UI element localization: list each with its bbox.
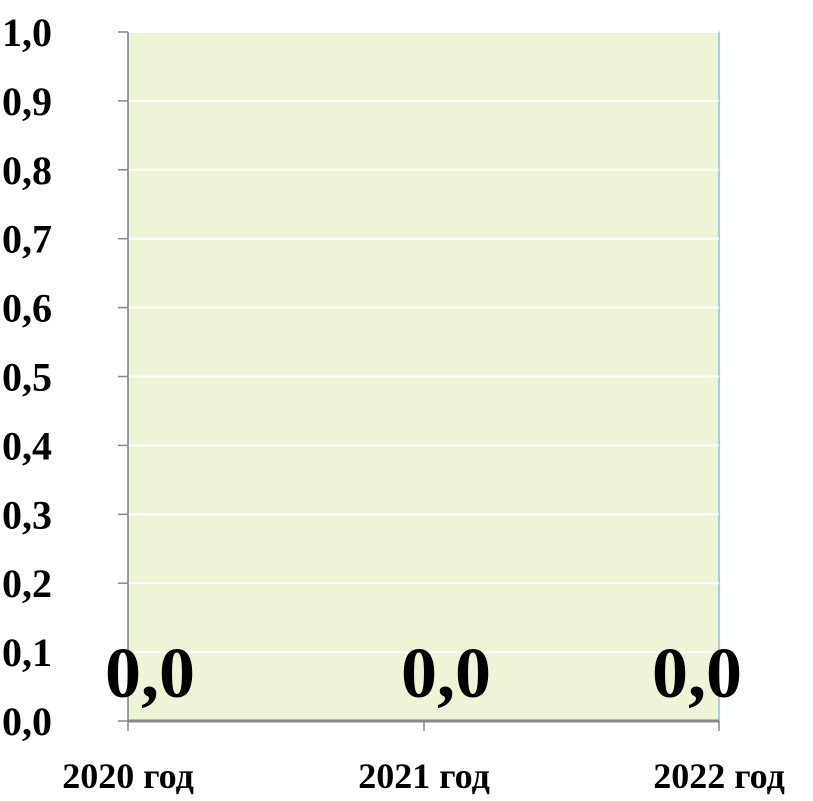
x-axis-ticks (127, 721, 720, 731)
data-label: 0,0 (105, 633, 195, 713)
y-tick-label: 0,4 (2, 423, 52, 468)
y-axis-tick-labels: 0,0 0,1 0,2 0,3 0,4 0,5 0,6 0,7 0,8 0,9 1,0 (2, 10, 52, 744)
y-tick-label: 0,6 (2, 286, 52, 331)
y-tick-label: 0,0 (2, 699, 52, 744)
data-labels: 0,0 0,0 0,0 (105, 633, 742, 713)
y-tick-label: 1,0 (2, 10, 52, 55)
y-tick-label: 0,7 (2, 217, 52, 262)
y-tick-label: 0,5 (2, 355, 52, 400)
x-category-label: 2020 год (62, 756, 194, 796)
x-category-label: 2022 год (653, 756, 785, 796)
x-category-label: 2021 год (358, 756, 490, 796)
y-tick-label: 0,1 (2, 630, 52, 675)
y-tick-label: 0,9 (2, 79, 52, 124)
data-label: 0,0 (401, 633, 491, 713)
x-axis-category-labels: 2020 год 2021 год 2022 год (62, 756, 785, 796)
data-label: 0,0 (652, 633, 742, 713)
y-axis-ticks (118, 31, 128, 722)
y-tick-label: 0,3 (2, 492, 52, 537)
gridlines (128, 31, 719, 654)
y-tick-label: 0,2 (2, 561, 52, 606)
y-tick-label: 0,8 (2, 148, 52, 193)
